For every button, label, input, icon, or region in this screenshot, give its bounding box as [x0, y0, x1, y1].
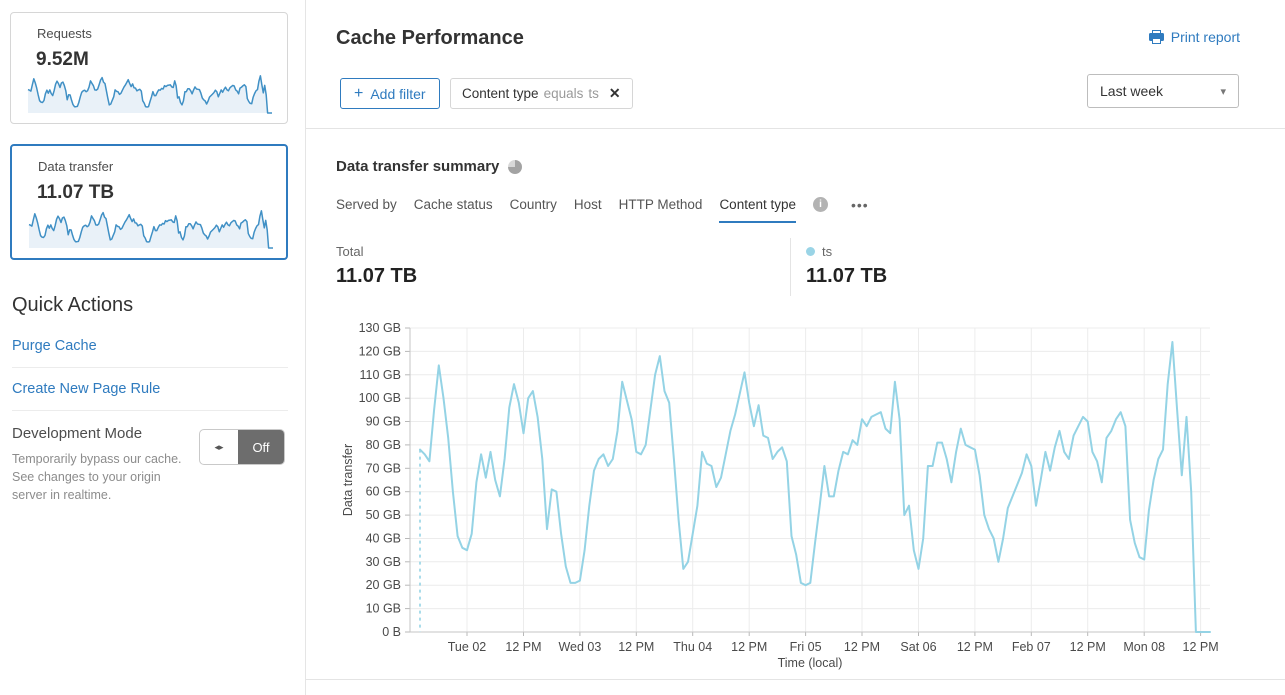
svg-text:Wed 03: Wed 03 — [558, 640, 601, 654]
svg-text:120 GB: 120 GB — [359, 344, 401, 358]
plus-icon: + — [354, 84, 364, 102]
more-options-icon[interactable]: ••• — [851, 197, 869, 213]
legend-ts-value: 11.07 TB — [806, 265, 888, 287]
info-icon[interactable]: i — [813, 197, 828, 212]
total-label: Total — [336, 244, 364, 259]
tab-content-type[interactable]: Content type — [719, 197, 796, 223]
tab-http-method[interactable]: HTTP Method — [618, 197, 703, 212]
svg-text:Mon 08: Mon 08 — [1123, 640, 1165, 654]
add-filter-button[interactable]: + Add filter — [340, 78, 440, 109]
requests-metric-card[interactable]: Requests 9.52M — [10, 12, 288, 124]
remove-filter-icon[interactable]: ✕ — [608, 85, 621, 101]
svg-text:20 GB: 20 GB — [366, 578, 401, 592]
development-mode-description: Temporarily bypass our cache. See change… — [12, 452, 182, 503]
toggle-arrows-icon: ◂▸ — [214, 441, 224, 452]
svg-text:100 GB: 100 GB — [359, 391, 401, 405]
data-transfer-metric-card[interactable]: Data transfer 11.07 TB — [10, 144, 288, 260]
section-divider — [306, 679, 1285, 680]
development-mode-toggle[interactable]: ◂▸ Off — [199, 429, 285, 465]
dimension-tabs: Served by Cache status Country Host HTTP… — [336, 197, 869, 223]
svg-text:130 GB: 130 GB — [359, 321, 401, 335]
development-mode-section: Development Mode Temporarily bypass our … — [12, 411, 288, 504]
svg-text:Data transfer: Data transfer — [341, 444, 355, 516]
caret-down-icon: ▾ — [1220, 85, 1226, 98]
tab-country[interactable]: Country — [509, 197, 557, 212]
svg-text:Tue 02: Tue 02 — [448, 640, 487, 654]
quick-actions-section: Quick Actions Purge Cache Create New Pag… — [12, 294, 288, 504]
main-panel: Cache Performance Print report + Add fil… — [306, 0, 1285, 695]
svg-text:80 GB: 80 GB — [366, 438, 401, 452]
quick-actions-title: Quick Actions — [12, 294, 134, 316]
filter-chip-operator: equals — [543, 86, 584, 101]
svg-text:10 GB: 10 GB — [366, 602, 401, 616]
data-transfer-label: Data transfer — [38, 159, 114, 174]
svg-text:Sat 06: Sat 06 — [900, 640, 936, 654]
add-filter-label: Add filter — [370, 85, 426, 102]
data-transfer-value: 11.07 TB — [37, 182, 115, 203]
filter-chip-field: Content type — [462, 86, 539, 101]
total-value: 11.07 TB — [336, 265, 418, 287]
svg-text:Fri 05: Fri 05 — [790, 640, 822, 654]
sidebar: Requests 9.52M Data transfer 11.07 TB Qu… — [0, 0, 306, 695]
svg-text:90 GB: 90 GB — [366, 415, 401, 429]
filter-chip-value: ts — [588, 86, 599, 101]
time-range-select[interactable]: Last week ▾ — [1087, 74, 1239, 108]
printer-icon — [1148, 30, 1164, 44]
svg-text:12 PM: 12 PM — [731, 640, 767, 654]
svg-text:40 GB: 40 GB — [366, 532, 401, 546]
legend-ts-label: ts — [822, 244, 833, 259]
time-range-value: Last week — [1100, 83, 1164, 99]
svg-text:12 PM: 12 PM — [957, 640, 993, 654]
summary-title: Data transfer summary — [336, 158, 500, 175]
print-report-link[interactable]: Print report — [1148, 29, 1240, 45]
svg-text:12 PM: 12 PM — [1183, 640, 1219, 654]
legend-ts[interactable]: ts — [806, 244, 832, 259]
requests-value: 9.52M — [36, 49, 89, 70]
purge-cache-link[interactable]: Purge Cache — [12, 325, 288, 368]
requests-sparkline-chart — [27, 75, 272, 114]
svg-text:30 GB: 30 GB — [366, 555, 401, 569]
svg-text:Thu 04: Thu 04 — [673, 640, 712, 654]
filter-chip[interactable]: Content type equals ts ✕ — [450, 78, 633, 109]
data-transfer-chart[interactable]: 0 B 10 GB 20 GB 30 GB 40 GB 50 GB 60 GB 70 GB 80… — [306, 318, 1285, 680]
svg-text:12 PM: 12 PM — [505, 640, 541, 654]
toggle-off-label: Off — [238, 430, 284, 464]
summary-title-row: Data transfer summary — [336, 158, 523, 175]
tab-served-by[interactable]: Served by — [336, 197, 397, 212]
svg-text:Feb 07: Feb 07 — [1012, 640, 1051, 654]
pie-chart-icon — [508, 159, 523, 174]
svg-text:60 GB: 60 GB — [366, 485, 401, 499]
svg-text:110 GB: 110 GB — [360, 368, 401, 382]
svg-text:12 PM: 12 PM — [844, 640, 880, 654]
development-mode-title: Development Mode — [12, 425, 143, 442]
create-page-rule-link[interactable]: Create New Page Rule — [12, 368, 288, 411]
data-transfer-sparkline-chart — [28, 210, 273, 249]
tab-host[interactable]: Host — [573, 197, 602, 212]
svg-text:12 PM: 12 PM — [618, 640, 654, 654]
legend-dot-icon — [806, 247, 815, 256]
requests-label: Requests — [37, 26, 92, 41]
print-report-label: Print report — [1170, 29, 1240, 45]
svg-text:50 GB: 50 GB — [366, 508, 401, 522]
svg-text:12 PM: 12 PM — [1070, 640, 1106, 654]
totals-divider — [790, 238, 791, 296]
tab-cache-status[interactable]: Cache status — [413, 197, 493, 212]
svg-text:0 B: 0 B — [382, 625, 401, 639]
page-title: Cache Performance — [336, 27, 524, 49]
svg-text:70 GB: 70 GB — [366, 461, 401, 475]
header-divider — [306, 128, 1285, 129]
svg-text:Time (local): Time (local) — [778, 656, 843, 670]
